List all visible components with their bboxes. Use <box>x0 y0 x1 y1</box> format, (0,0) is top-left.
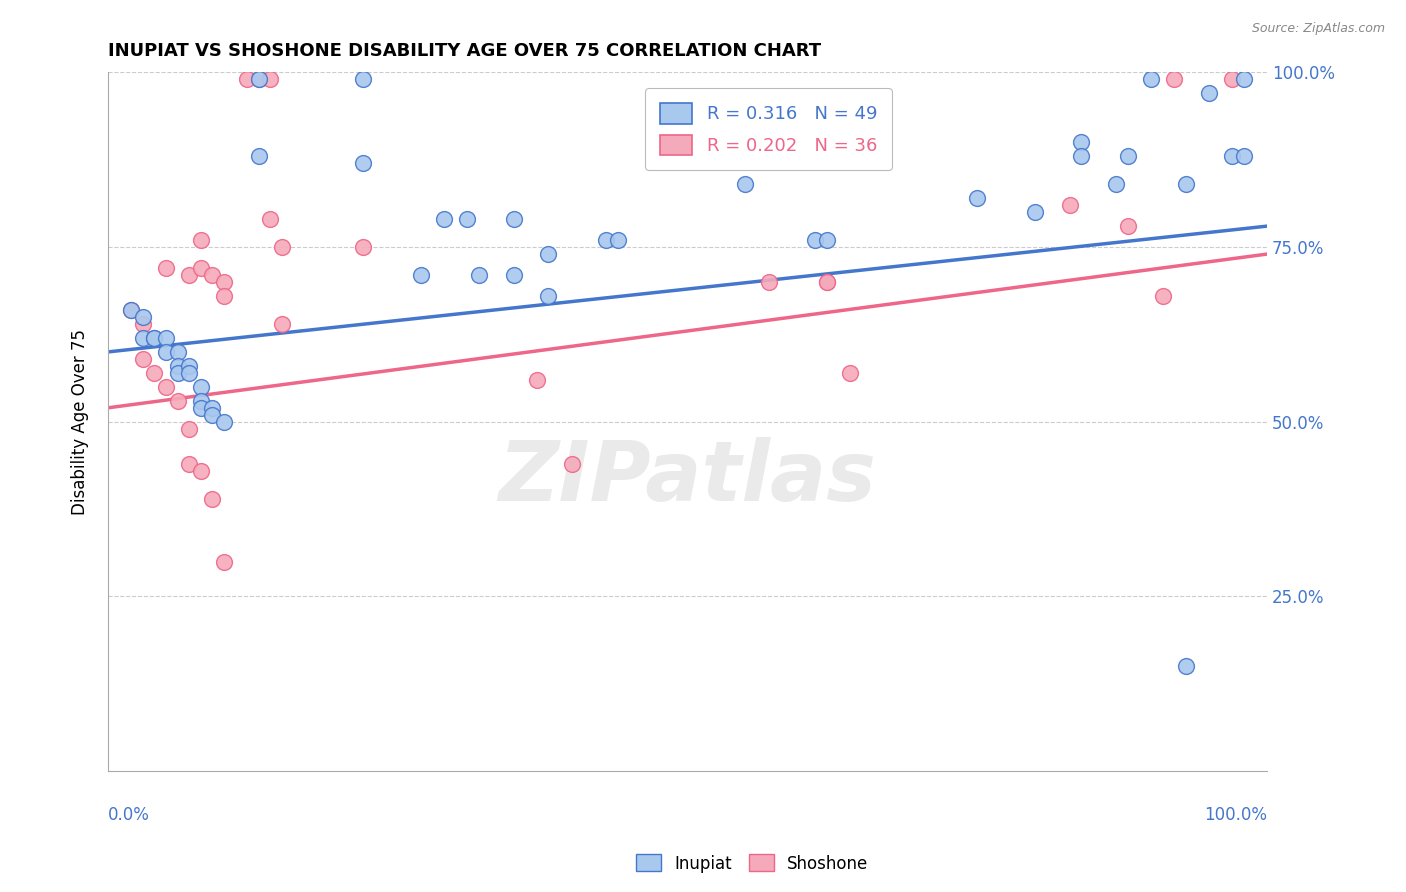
Point <box>143 366 166 380</box>
Point <box>155 345 177 359</box>
Point <box>758 275 780 289</box>
Point <box>1233 72 1256 87</box>
Point <box>561 457 583 471</box>
Point <box>270 317 292 331</box>
Point <box>212 289 235 303</box>
Point <box>179 457 201 471</box>
Point <box>120 303 142 318</box>
Point <box>201 401 224 415</box>
Point <box>190 380 212 394</box>
Point <box>1233 149 1256 163</box>
Point <box>212 275 235 289</box>
Point <box>815 275 838 289</box>
Point <box>155 261 177 276</box>
Point <box>1163 72 1185 87</box>
Point <box>132 351 155 366</box>
Point <box>166 345 188 359</box>
Point <box>132 331 155 345</box>
Point <box>1070 149 1092 163</box>
Point <box>270 240 292 254</box>
Point <box>190 393 212 408</box>
Point <box>120 303 142 318</box>
Y-axis label: Disability Age Over 75: Disability Age Over 75 <box>72 329 89 515</box>
Point <box>132 310 155 324</box>
Point <box>179 268 201 282</box>
Point <box>537 247 560 261</box>
Point <box>166 393 188 408</box>
Point <box>1198 87 1220 101</box>
Point <box>433 212 456 227</box>
Point <box>259 212 281 227</box>
Point <box>179 359 201 373</box>
Point <box>166 359 188 373</box>
Point <box>132 317 155 331</box>
Point <box>190 401 212 415</box>
Point <box>155 380 177 394</box>
Point <box>1059 198 1081 212</box>
Legend: Inupiat, Shoshone: Inupiat, Shoshone <box>630 847 875 880</box>
Point <box>1116 219 1139 234</box>
Point <box>526 373 548 387</box>
Text: Source: ZipAtlas.com: Source: ZipAtlas.com <box>1251 22 1385 36</box>
Point <box>838 366 860 380</box>
Point <box>352 72 374 87</box>
Text: INUPIAT VS SHOSHONE DISABILITY AGE OVER 75 CORRELATION CHART: INUPIAT VS SHOSHONE DISABILITY AGE OVER … <box>108 42 821 60</box>
Point <box>537 289 560 303</box>
Point <box>409 268 432 282</box>
Point <box>502 268 524 282</box>
Point <box>179 366 201 380</box>
Point <box>1174 659 1197 673</box>
Point <box>143 331 166 345</box>
Point <box>1220 72 1243 87</box>
Text: 100.0%: 100.0% <box>1204 806 1267 824</box>
Point <box>190 233 212 247</box>
Point <box>1152 289 1174 303</box>
Point <box>259 72 281 87</box>
Point <box>166 366 188 380</box>
Point <box>190 261 212 276</box>
Point <box>804 233 827 247</box>
Point <box>155 331 177 345</box>
Point <box>815 233 838 247</box>
Point <box>595 233 617 247</box>
Point <box>190 464 212 478</box>
Point <box>815 275 838 289</box>
Point <box>1105 178 1128 192</box>
Legend: R = 0.316   N = 49, R = 0.202   N = 36: R = 0.316 N = 49, R = 0.202 N = 36 <box>645 88 891 169</box>
Point <box>1140 72 1163 87</box>
Point <box>247 72 270 87</box>
Point <box>606 233 628 247</box>
Point <box>1174 178 1197 192</box>
Point <box>201 491 224 506</box>
Point <box>179 422 201 436</box>
Point <box>1070 136 1092 150</box>
Point <box>734 178 756 192</box>
Text: ZIPatlas: ZIPatlas <box>499 437 876 518</box>
Point <box>236 72 259 87</box>
Point <box>1220 149 1243 163</box>
Text: 0.0%: 0.0% <box>108 806 150 824</box>
Point <box>456 212 478 227</box>
Point <box>352 156 374 170</box>
Point <box>212 415 235 429</box>
Point <box>1116 149 1139 163</box>
Point <box>212 555 235 569</box>
Point <box>723 142 745 156</box>
Point <box>247 72 270 87</box>
Point <box>502 212 524 227</box>
Point <box>966 191 988 205</box>
Point <box>1024 205 1046 219</box>
Point <box>468 268 491 282</box>
Point <box>201 268 224 282</box>
Point <box>143 331 166 345</box>
Point <box>352 240 374 254</box>
Point <box>201 408 224 422</box>
Point <box>247 149 270 163</box>
